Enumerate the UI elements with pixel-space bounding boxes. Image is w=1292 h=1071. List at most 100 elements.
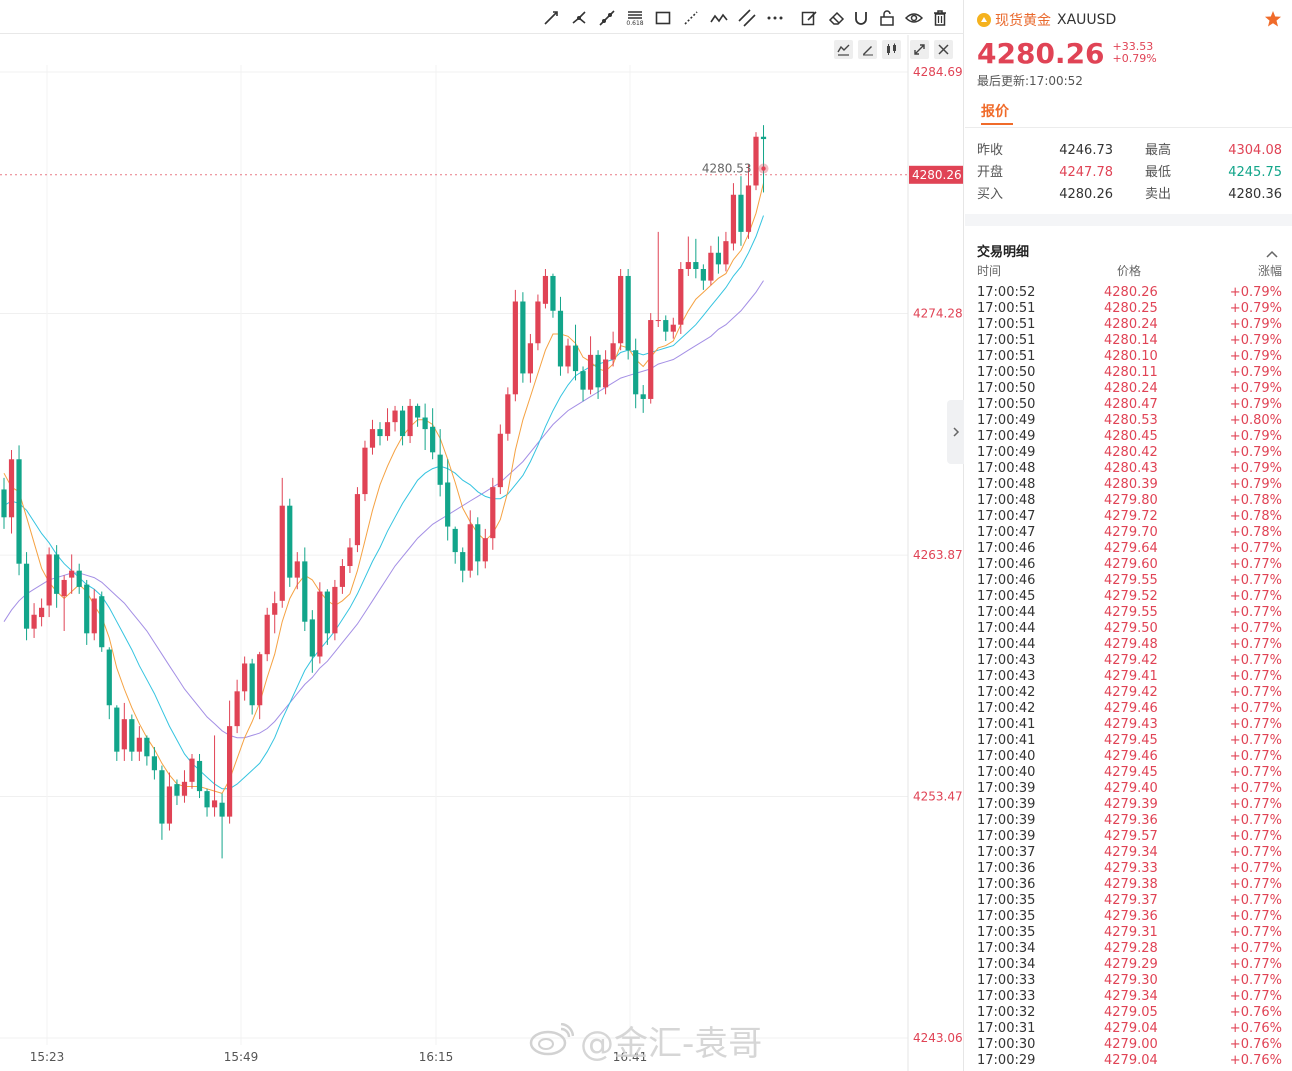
candle-body — [151, 756, 157, 771]
candle-body — [723, 241, 729, 265]
trade-time: 17:00:51 — [977, 301, 1036, 316]
trade-change: +0.77% — [1229, 605, 1282, 620]
stat-label: 昨收 — [977, 143, 1004, 158]
eraser-icon[interactable] — [828, 9, 846, 27]
polyline-icon[interactable] — [710, 9, 728, 27]
trade-time: 17:00:36 — [977, 877, 1036, 892]
trade-price: 4279.37 — [1104, 893, 1158, 908]
candle-body — [362, 447, 368, 495]
trade-time: 17:00:44 — [977, 621, 1036, 636]
close-icon[interactable] — [934, 40, 953, 59]
trade-time: 17:00:34 — [977, 957, 1036, 972]
weibo-logo-icon — [529, 1023, 574, 1056]
candle — [520, 292, 526, 383]
trade-time: 17:00:51 — [977, 349, 1036, 364]
edit-icon[interactable] — [800, 9, 818, 27]
trade-time: 17:00:47 — [977, 509, 1036, 524]
candle — [460, 547, 466, 583]
symbol-name: 现货黄金 — [995, 13, 1051, 29]
y-tick-label: 4253.47 — [913, 789, 963, 803]
trades-header: 时间 价格 涨幅 — [977, 262, 1282, 278]
trade-time: 17:00:50 — [977, 397, 1036, 412]
candle-body — [452, 528, 458, 553]
dotted-line-icon[interactable] — [682, 9, 700, 27]
candle-body — [437, 454, 443, 485]
trade-row: 17:00:43 4279.41 +0.77% — [977, 669, 1282, 685]
tab-quote[interactable]: 报价 — [981, 104, 1009, 120]
candle — [69, 554, 75, 594]
trade-price: 4280.47 — [1104, 397, 1158, 412]
candle-body — [287, 505, 293, 578]
candle — [392, 405, 398, 432]
candle — [745, 164, 752, 239]
trade-change: +0.77% — [1229, 957, 1282, 972]
ma-mid-line — [3, 215, 764, 790]
trade-time: 17:00:37 — [977, 845, 1036, 860]
candle — [625, 269, 631, 360]
trade-change: +0.79% — [1229, 445, 1282, 460]
extended-line-icon[interactable] — [598, 9, 616, 27]
candle — [151, 747, 157, 780]
ray-icon[interactable] — [570, 9, 588, 27]
delete-icon[interactable] — [931, 9, 949, 27]
candle-body — [655, 320, 661, 322]
more-tools-icon[interactable] — [766, 9, 784, 27]
trade-price: 4280.45 — [1104, 429, 1158, 444]
favorite-star-icon[interactable] — [1264, 10, 1282, 32]
trade-change: +0.79% — [1229, 461, 1282, 476]
candle-body — [392, 410, 398, 423]
trade-row: 17:00:51 4280.10 +0.79% — [977, 349, 1282, 365]
trade-row: 17:00:37 4279.34 +0.77% — [977, 845, 1282, 861]
trade-change: +0.77% — [1229, 637, 1282, 652]
trade-change: +0.79% — [1229, 429, 1282, 444]
candle-body — [603, 359, 609, 388]
candle — [708, 245, 714, 286]
trade-row: 17:00:52 4280.26 +0.79% — [977, 285, 1282, 301]
candle-body — [46, 554, 52, 606]
lock-icon[interactable] — [878, 9, 896, 27]
candle — [339, 559, 345, 594]
magnet-icon[interactable] — [852, 9, 870, 27]
rectangle-icon[interactable] — [654, 9, 672, 27]
candle — [512, 289, 518, 402]
candle-body — [738, 194, 744, 232]
candle — [663, 315, 669, 341]
trend-line-icon[interactable] — [542, 9, 560, 27]
trade-price: 4279.34 — [1104, 989, 1158, 1004]
trade-price: 4280.25 — [1104, 301, 1158, 316]
candle — [467, 510, 473, 578]
draw-icon[interactable] — [858, 40, 877, 59]
collapse-handle[interactable] — [947, 400, 964, 464]
parallel-channel-icon[interactable] — [738, 9, 756, 27]
candle — [347, 538, 353, 573]
trade-change: +0.78% — [1229, 525, 1282, 540]
fibonacci-icon[interactable]: 0.618 — [626, 9, 644, 27]
watermark: @金汇-袁哥 — [528, 1018, 762, 1064]
fullscreen-icon[interactable] — [910, 40, 929, 59]
chevron-up-icon[interactable] — [1266, 243, 1278, 262]
stat-value: 4280.36 — [1228, 187, 1282, 202]
trade-change: +0.77% — [1229, 541, 1282, 556]
y-tick-label: 4243.06 — [913, 1031, 963, 1045]
trade-time: 17:00:40 — [977, 765, 1036, 780]
price-chart[interactable]: 4284.69 4274.28 4263.87 4253.47 4243.06 15:23… — [0, 35, 964, 1071]
trade-time: 17:00:46 — [977, 573, 1036, 588]
candle-body — [257, 654, 263, 706]
candle-body — [242, 663, 248, 692]
visibility-icon[interactable] — [905, 9, 923, 27]
candle — [287, 498, 293, 587]
candle-body — [99, 596, 105, 648]
candle — [46, 547, 52, 618]
trade-price: 4279.57 — [1104, 829, 1158, 844]
trade-change: +0.77% — [1229, 717, 1282, 732]
trade-price: 4279.04 — [1104, 1053, 1158, 1068]
compare-icon[interactable] — [882, 40, 901, 59]
stat-label: 最高 — [1145, 143, 1172, 158]
candle — [211, 735, 218, 817]
candle-body — [384, 422, 391, 437]
trade-time: 17:00:33 — [977, 989, 1036, 1004]
high-marker-label: 4280.53 — [702, 162, 752, 176]
ma-fast-line — [3, 182, 764, 794]
candle — [196, 753, 203, 799]
indicator-icon[interactable] — [834, 40, 853, 59]
